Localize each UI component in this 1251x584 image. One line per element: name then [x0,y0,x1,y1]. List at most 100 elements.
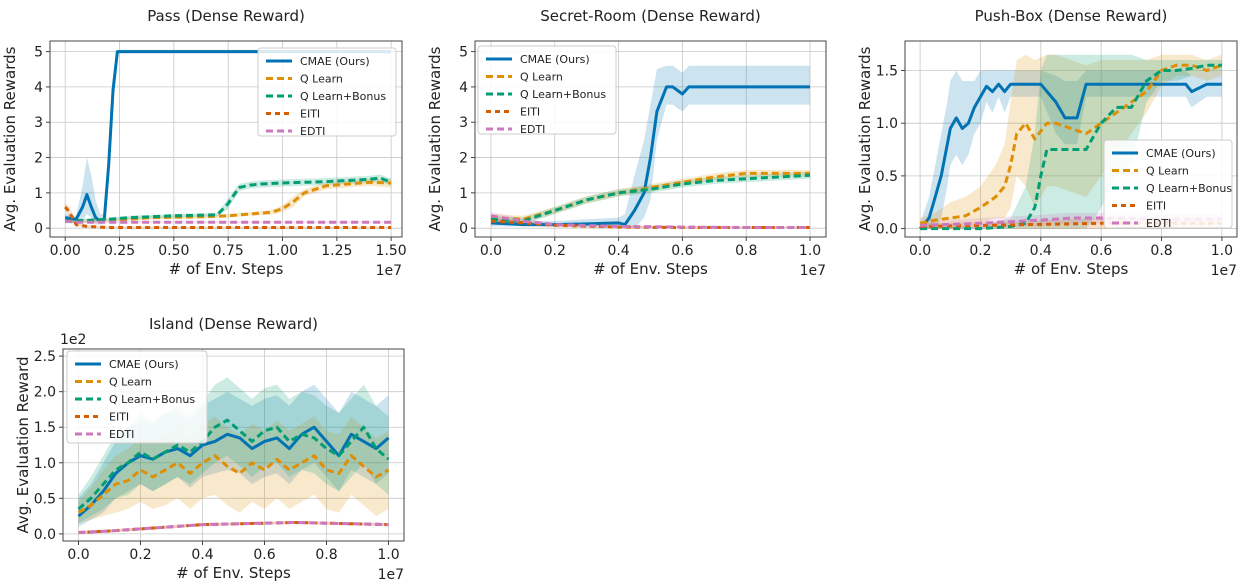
x-scale-label: 1e7 [378,567,404,583]
legend-label: CMAE (Ours) [300,55,370,68]
series-band-q-learn [920,54,1222,229]
x-axis-label: # of Env. Steps [593,260,708,278]
y-axis-label: Avg. Evaluation Rewards [1,46,19,231]
series-band-q-learn-bonus [78,377,389,524]
legend-label: EDTI [300,125,325,138]
series-line-q-learn-bonus [920,63,1222,231]
x-tick-label: 1.50 [376,243,407,259]
x-tick-label: 0.2 [969,243,991,259]
chart-panel-2: 0.0 0.2 0.4 0.6 0.8 1.0 0.0 0.5 1.0 1.5 Push-Box (… [856,7,1238,279]
x-axis-label: # of Env. Steps [1014,260,1129,278]
series-line-q-learn-bonus [65,176,392,223]
x-tick-label: 1.0 [799,243,821,259]
plot-frame [474,40,827,238]
y-tick-label: 1.5 [876,64,898,80]
y-tick-label: 2.0 [34,385,56,401]
x-scale-label: 1e7 [376,263,402,279]
chart-title: Push-Box (Dense Reward) [975,7,1168,25]
series-line-edti [920,216,1222,227]
series-line-edti [65,219,392,224]
legend-label: EITI [520,106,540,119]
legend-box [66,350,208,444]
x-tick-label: 1.0 [377,547,399,563]
x-tick-label: 0.75 [213,243,244,259]
legend-label: Q Learn+Bonus [520,88,606,101]
series-line-q-learn-bonus [77,418,390,511]
y-tick-label: 0.5 [876,169,898,185]
x-axis-label: # of Env. Steps [169,260,284,278]
series-band-q-learn-bonus [65,174,392,223]
y-tick-label: 1.0 [34,456,56,472]
y-tick-label: 5 [459,45,468,61]
series-line-q-learn [77,454,390,514]
y-tick-label: 1 [459,186,468,202]
x-tick-label: 0.2 [129,547,151,563]
legend-label: Q Learn [109,376,152,389]
series-line-eiti [64,206,392,229]
x-tick-label: 0.8 [1150,243,1172,259]
x-scale-label: 1e7 [1211,263,1237,279]
legend-box [477,45,617,135]
y-tick-label: 0 [34,221,43,237]
y-tick-label: 1.5 [34,420,56,436]
legend-label: EDTI [1146,217,1171,230]
legend-label: Q Learn+Bonus [1146,182,1232,195]
x-tick-label: 0.4 [191,547,213,563]
series-line-edti [490,214,810,229]
legend-label: EITI [109,411,129,424]
x-tick-label: 0.25 [104,243,135,259]
series-band-q-learn-bonus [920,54,1222,229]
series-line-edti [78,521,389,534]
legend: CMAE (Ours) Q Learn Q Learn+Bonus EITI EDTI [66,350,208,444]
series-band-cmae-ours- [65,49,392,225]
chart-title: Pass (Dense Reward) [147,7,305,25]
legend-label: CMAE (Ours) [520,53,590,66]
x-tick-label: 1.25 [321,243,352,259]
chart-panel-3: 0.0 0.2 0.4 0.6 0.8 1.0 0.0 0.5 1.0 1.5 2.0 2.5 Isla… [14,315,405,583]
x-tick-label: 0.0 [480,243,502,259]
x-tick-label: 1.0 [1211,243,1233,259]
plot-frame [904,40,1238,238]
x-tick-label: 0.8 [315,547,337,563]
x-tick-label: 0.4 [607,243,629,259]
x-tick-label: 0.8 [735,243,757,259]
x-tick-label: 0.4 [1030,243,1052,259]
y-tick-label: 2.5 [34,349,56,365]
legend-label: Q Learn [1146,165,1189,178]
series-band-q-learn [491,169,810,223]
y-tick-label: 0.0 [876,222,898,238]
legend-label: Q Learn+Bonus [300,90,386,103]
series-band-cmae-ours- [920,70,1222,229]
y-tick-label: 3 [34,115,43,131]
y-tick-label: 5 [34,45,43,61]
chart-panel-0: 0.00 0.25 0.50 0.75 1.00 1.25 1.50 0 1 2 3 4 5 Pass (… [1,7,407,279]
y-tick-label: 3 [459,115,468,131]
legend: CMAE (Ours) Q Learn Q Learn+Bonus EITI EDTI [257,47,397,138]
x-tick-label: 0.0 [909,243,931,259]
series-band-q-learn [65,178,392,223]
x-tick-label: 0.0 [67,547,89,563]
y-tick-label: 1.0 [876,116,898,132]
legend-label: Q Learn [520,71,563,84]
y-tick-label: 4 [34,80,43,96]
plot-frame [62,348,405,542]
legend: CMAE (Ours) Q Learn Q Learn+Bonus EITI EDTI [1103,139,1233,230]
x-tick-label: 0.00 [50,243,81,259]
legend-label: CMAE (Ours) [1146,147,1216,160]
x-tick-label: 0.50 [158,243,189,259]
legend-label: Q Learn+Bonus [109,393,195,406]
x-tick-label: 0.6 [1090,243,1112,259]
y-tick-label: 2 [459,151,468,167]
x-axis-label: # of Env. Steps [176,564,291,582]
legend-label: CMAE (Ours) [109,358,179,371]
y-tick-label: 1 [34,186,43,202]
legend-label: Q Learn [300,73,343,86]
legend-box [1103,139,1233,229]
chart-title: Island (Dense Reward) [149,315,318,333]
series-band-cmae-ours- [78,384,389,527]
x-tick-label: 1.00 [267,243,298,259]
chart-panel-1: 0.0 0.2 0.4 0.6 0.8 1.0 0 1 2 3 4 5 Secret-Room (Den… [426,7,827,279]
series-group [918,54,1223,231]
x-tick-label: 0.6 [671,243,693,259]
